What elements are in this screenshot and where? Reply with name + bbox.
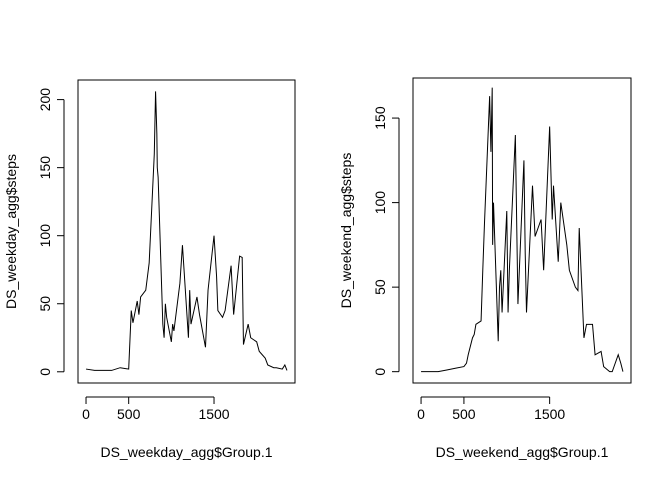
y-tick-label: 0 xyxy=(37,368,53,376)
x-axis-label: DS_weekday_agg$Group.1 xyxy=(100,444,272,460)
y-tick-label: 50 xyxy=(372,279,388,295)
y-axis-label: DS_weekday_agg$steps xyxy=(3,154,19,309)
y-tick-label: 100 xyxy=(372,191,388,215)
x-tick-label: 1500 xyxy=(198,406,229,422)
y-tick-label: 100 xyxy=(37,224,53,248)
y-axis-label: DS_weekend_agg$steps xyxy=(338,153,354,309)
y-tick-label: 150 xyxy=(372,106,388,130)
y-tick-label: 50 xyxy=(37,296,53,312)
x-tick-label: 1500 xyxy=(534,406,565,422)
y-tick-label: 0 xyxy=(372,368,388,376)
x-tick-label: 500 xyxy=(117,406,141,422)
data-line xyxy=(85,91,288,371)
y-tick-label: 200 xyxy=(37,88,53,112)
plot-box xyxy=(412,77,632,384)
data-line xyxy=(421,87,624,373)
plot-box xyxy=(77,79,296,384)
x-tick-label: 500 xyxy=(452,406,476,422)
y-tick-label: 150 xyxy=(37,156,53,180)
x-tick-label: 0 xyxy=(417,406,425,422)
x-axis-label: DS_weekend_agg$Group.1 xyxy=(436,444,609,460)
x-tick-label: 0 xyxy=(82,406,90,422)
